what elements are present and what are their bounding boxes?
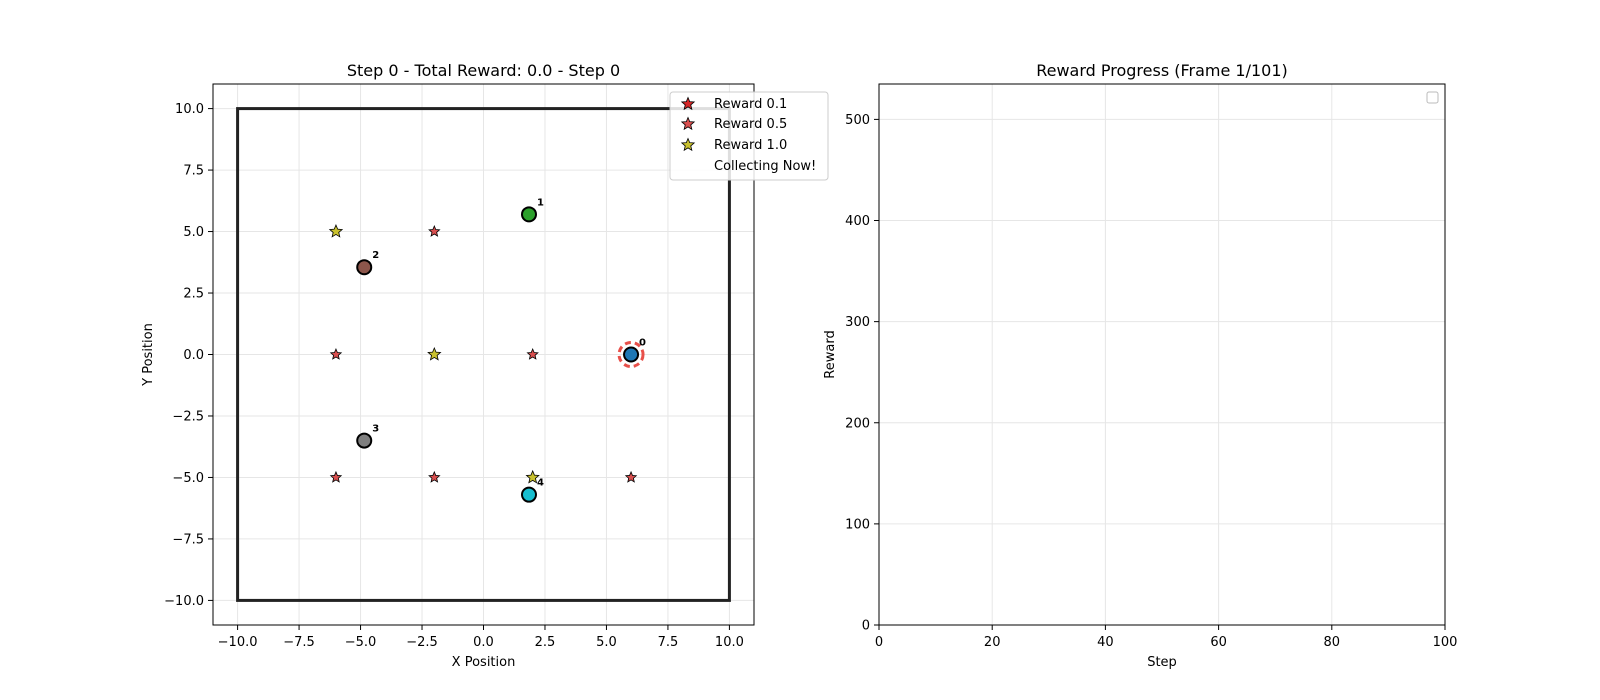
legend-label-reward-0-1: Reward 0.1 xyxy=(714,97,787,112)
y-tick-label-2-5: 2.5 xyxy=(183,287,204,302)
x-tick-label--2-5: −2.5 xyxy=(406,635,438,650)
reward-x-axis-title: Step xyxy=(1147,655,1177,670)
agent-markers: 0 1 2 3 4 xyxy=(356,197,646,503)
agent-4 xyxy=(520,486,537,503)
reward-y-tick-label-500: 500 xyxy=(845,113,870,128)
agent-1 xyxy=(520,206,537,223)
reward-star-6 xyxy=(428,470,441,483)
reward-x-tick-label-60: 60 xyxy=(1210,635,1227,650)
legend-markers xyxy=(680,96,696,152)
agent-0 xyxy=(623,346,640,363)
reward-star-7 xyxy=(525,469,540,484)
y-tick-label--5: −5.0 xyxy=(172,471,204,486)
reward-y-tick-label-400: 400 xyxy=(845,214,870,229)
x-tick-label--10: −10.0 xyxy=(218,635,258,650)
y-tick-label-5: 5.0 xyxy=(183,225,204,240)
positions-grid xyxy=(213,84,754,625)
reward-y-axis-title: Reward xyxy=(823,330,838,378)
reward-star-4 xyxy=(526,347,539,360)
reward-legend-box xyxy=(1426,91,1439,104)
y-tick-label-7-5: 7.5 xyxy=(183,164,204,179)
reward-star-2 xyxy=(329,347,343,360)
reward-x-tick-label-0: 0 xyxy=(875,635,883,650)
legend-label-reward-0-5: Reward 0.5 xyxy=(714,117,787,132)
reward-star-5 xyxy=(329,470,343,483)
agent-2 xyxy=(356,259,373,276)
y-tick-label--10: −10.0 xyxy=(164,594,204,609)
reward-y-ticks: 0 100 200 300 400 500 xyxy=(845,113,879,634)
arena-boundary xyxy=(236,107,731,602)
reward-plot-frame xyxy=(878,83,1446,626)
y-tick-label-0: 0.0 xyxy=(183,348,204,363)
x-tick-label-0: 0.0 xyxy=(473,635,494,650)
reward-y-tick-label-0: 0 xyxy=(862,619,870,634)
positions-y-ticks: −10.0 −7.5 −5.0 −2.5 0.0 2.5 5.0 7.5 10.0 xyxy=(164,102,213,609)
agent-label-4: 4 xyxy=(537,478,544,489)
positions-x-axis-title: X Position xyxy=(452,655,516,670)
reward-y-tick-label-300: 300 xyxy=(845,315,870,330)
legend-box xyxy=(669,91,829,181)
reward-y-tick-label-100: 100 xyxy=(845,517,870,532)
reward-y-tick-label-200: 200 xyxy=(845,416,870,431)
agent-3 xyxy=(356,432,373,449)
reward-x-tick-label-100: 100 xyxy=(1433,635,1458,650)
positions-x-ticks: −10.0 −7.5 −5.0 −2.5 0.0 2.5 5.0 7.5 10.0 xyxy=(218,625,744,650)
legend-label-collecting-now: Collecting Now! xyxy=(714,159,816,174)
agent-label-2: 2 xyxy=(372,250,379,261)
x-tick-label-2-5: 2.5 xyxy=(535,635,556,650)
reward-star-0 xyxy=(328,224,344,238)
y-tick-label--2-5: −2.5 xyxy=(172,409,204,424)
reward-x-tick-label-40: 40 xyxy=(1097,635,1114,650)
legend-label-reward-1-0: Reward 1.0 xyxy=(714,138,787,153)
x-tick-label-10: 10.0 xyxy=(715,635,744,650)
legend-marker-2 xyxy=(680,137,696,152)
y-tick-label--7-5: −7.5 xyxy=(172,532,204,547)
x-tick-label-7-5: 7.5 xyxy=(658,635,679,650)
reward-x-tick-label-20: 20 xyxy=(984,635,1001,650)
reward-plot-area xyxy=(879,84,1445,625)
x-tick-label-5: 5.0 xyxy=(596,635,617,650)
reward-star-8 xyxy=(624,470,638,483)
positions-plot-title: Step 0 - Total Reward: 0.0 - Step 0 xyxy=(347,61,620,80)
x-tick-label--7-5: −7.5 xyxy=(283,635,315,650)
agent-label-1: 1 xyxy=(537,197,544,208)
agent-label-3: 3 xyxy=(372,424,379,435)
reward-star-3 xyxy=(427,346,442,361)
reward-x-ticks: 0 20 40 60 80 100 xyxy=(875,625,1458,650)
y-tick-label-10: 10.0 xyxy=(175,102,204,117)
reward-markers xyxy=(328,224,638,484)
x-tick-label--5: −5.0 xyxy=(345,635,377,650)
legend-marker-0 xyxy=(680,96,696,111)
reward-progress-plot: 0 20 40 60 80 100 0 100 200 300 400 500 Reward Pro… xyxy=(823,61,1457,670)
positions-y-axis-title: Y Position xyxy=(141,323,156,387)
legend-marker-1 xyxy=(680,116,696,131)
agent-label-0: 0 xyxy=(639,338,646,349)
reward-x-tick-label-80: 80 xyxy=(1324,635,1341,650)
reward-star-1 xyxy=(428,225,441,237)
positions-legend: Reward 0.1 Reward 0.5 Reward 1.0 Collect… xyxy=(669,91,829,181)
reward-plot-title: Reward Progress (Frame 1/101) xyxy=(1036,61,1288,80)
collecting-ring-0 xyxy=(617,341,645,368)
